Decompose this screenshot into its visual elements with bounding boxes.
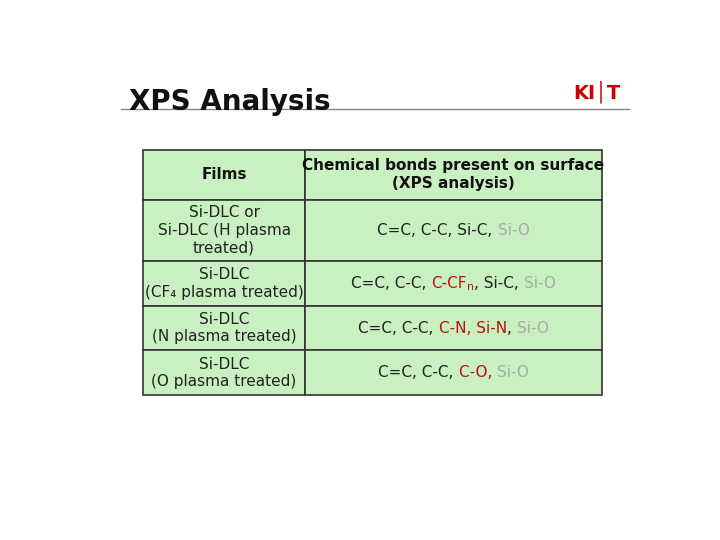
Text: Si-DLC or
Si-DLC (H plasma
treated): Si-DLC or Si-DLC (H plasma treated): [158, 205, 291, 255]
Bar: [143, 350, 305, 395]
Bar: [305, 306, 601, 350]
Bar: [143, 150, 305, 200]
Bar: [305, 261, 601, 306]
Text: Si-O: Si-O: [498, 223, 529, 238]
Text: C=C, C-C,: C=C, C-C,: [359, 321, 438, 336]
Text: Si-DLC
(O plasma treated): Si-DLC (O plasma treated): [151, 356, 297, 389]
Bar: [143, 306, 305, 350]
Text: Chemical bonds present on surface
(XPS analysis): Chemical bonds present on surface (XPS a…: [302, 158, 605, 191]
Text: C-CF: C-CF: [431, 276, 467, 291]
Text: C=C, C-C,: C=C, C-C,: [351, 276, 431, 291]
Bar: [143, 261, 305, 306]
Text: Films: Films: [202, 167, 247, 182]
Text: , Si-C,: , Si-C,: [474, 276, 523, 291]
Bar: [305, 350, 601, 395]
Text: Si-DLC
(CF₄ plasma treated): Si-DLC (CF₄ plasma treated): [145, 267, 303, 300]
Text: C=C, C-C,: C=C, C-C,: [378, 365, 459, 380]
Bar: [305, 200, 601, 261]
Text: n: n: [467, 281, 474, 292]
Text: Si-O: Si-O: [497, 365, 528, 380]
Text: C=C, C-C, Si-C,: C=C, C-C, Si-C,: [377, 223, 498, 238]
Text: Si-O: Si-O: [523, 276, 556, 291]
Text: Si-O: Si-O: [517, 321, 549, 336]
Text: C-N, Si-N: C-N, Si-N: [438, 321, 507, 336]
Text: XPS Analysis: XPS Analysis: [129, 88, 330, 116]
Text: Si-DLC
(N plasma treated): Si-DLC (N plasma treated): [152, 312, 297, 345]
Bar: [143, 200, 305, 261]
Bar: [305, 150, 601, 200]
Text: C-O,: C-O,: [459, 365, 497, 380]
Text: ,: ,: [507, 321, 517, 336]
Text: KI│T: KI│T: [574, 80, 621, 103]
